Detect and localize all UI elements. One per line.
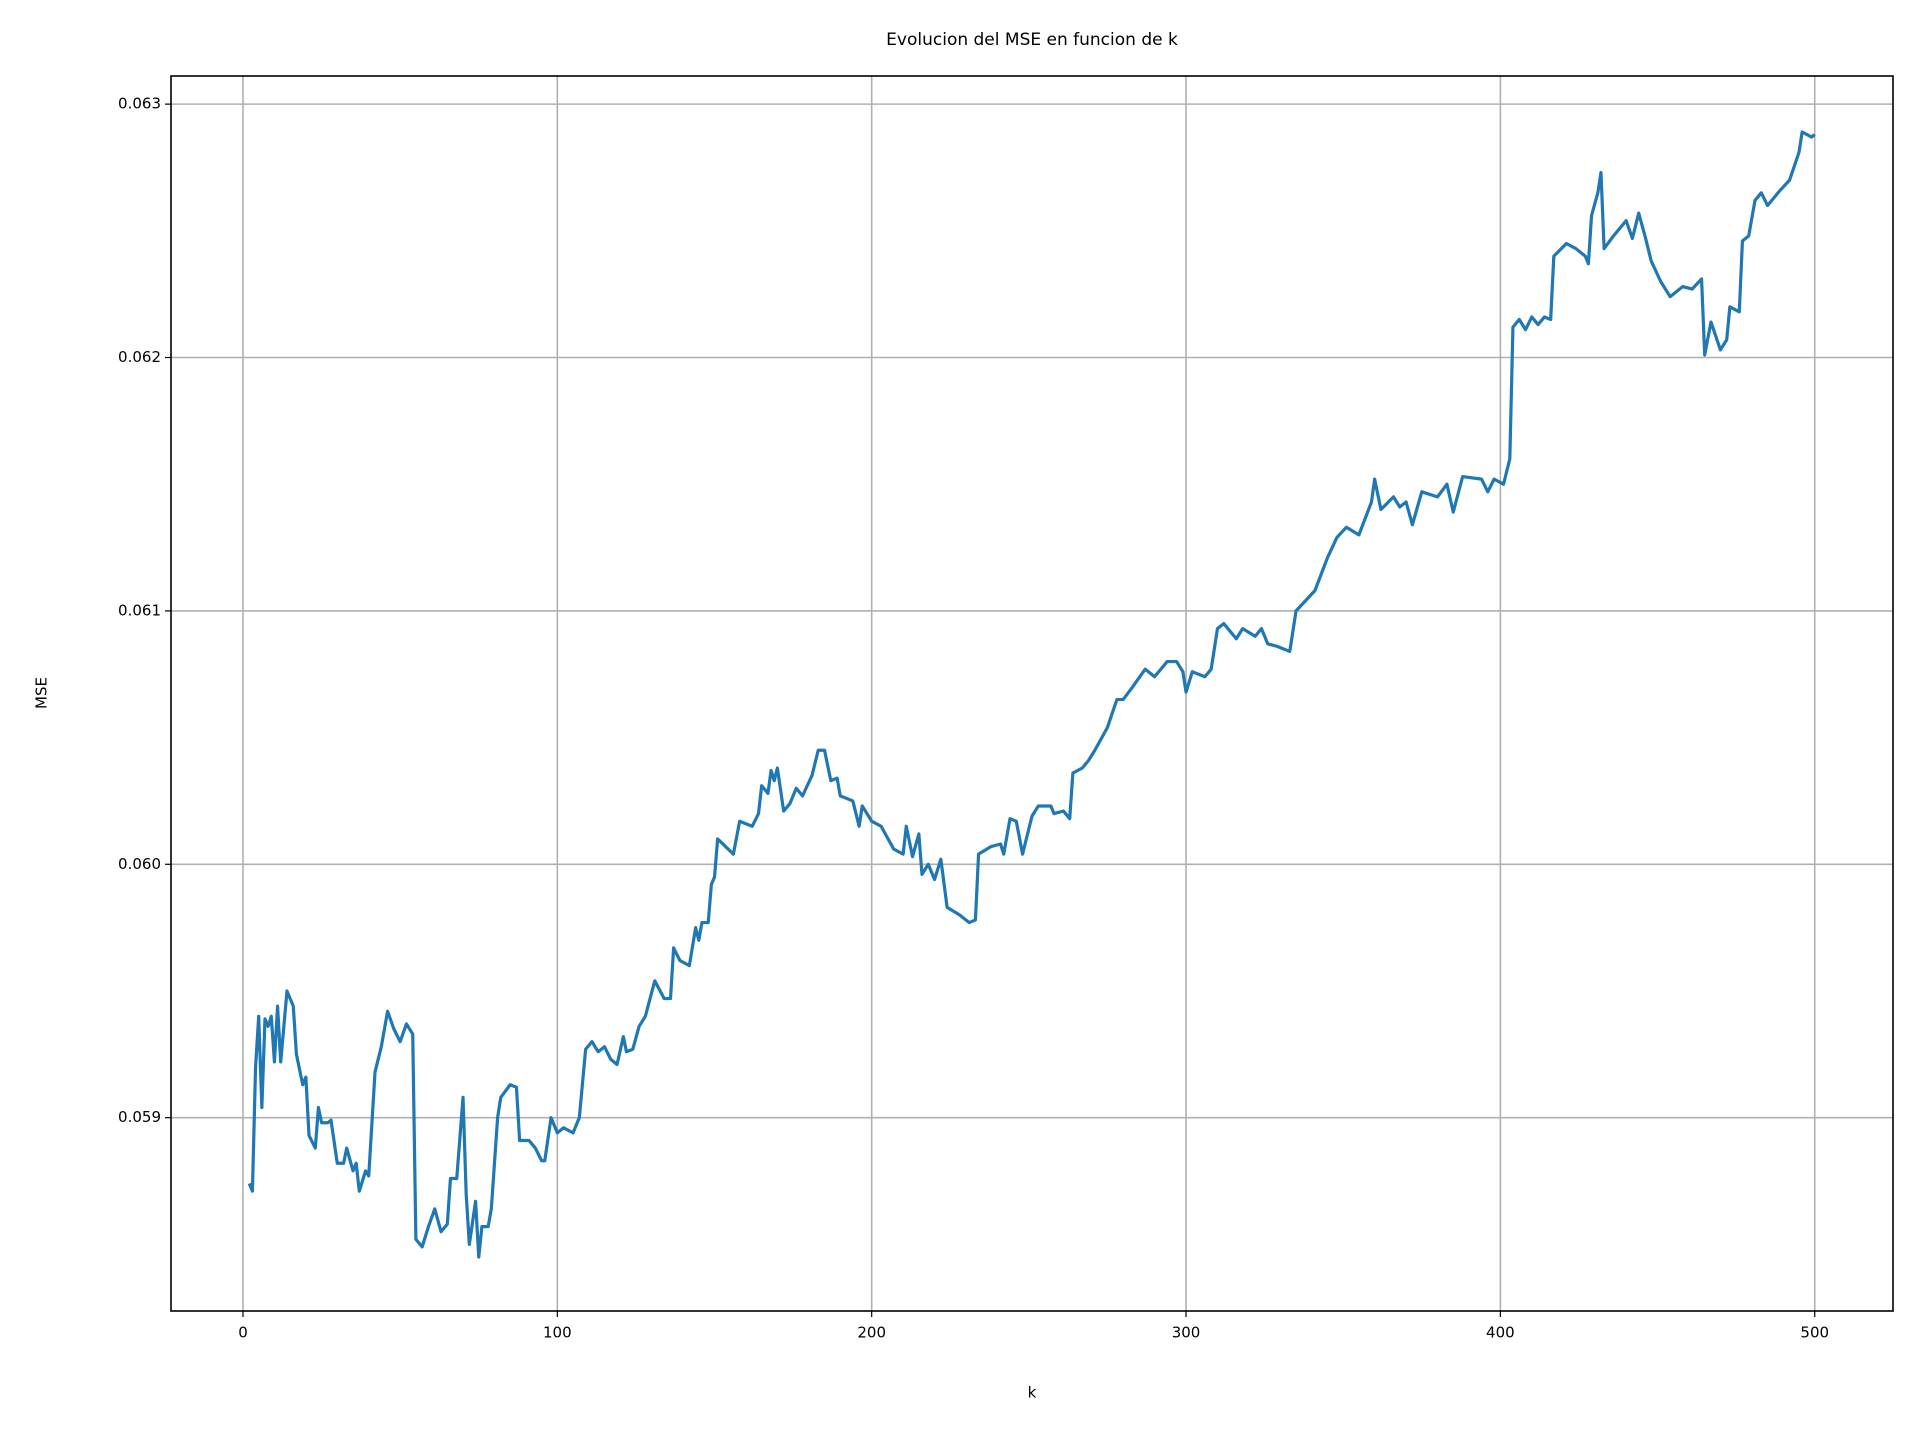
x-tick-label: 400 xyxy=(1486,1324,1515,1342)
x-tick-label: 100 xyxy=(543,1324,572,1342)
chart-title: Evolucion del MSE en funcion de k xyxy=(886,30,1178,50)
y-tick-label: 0.062 xyxy=(118,348,161,366)
data-line xyxy=(247,130,1816,1259)
y-tick-label: 0.063 xyxy=(118,95,161,113)
y-tick-label: 0.059 xyxy=(118,1108,161,1126)
plot-frame xyxy=(170,75,1894,1312)
x-tick-label: 300 xyxy=(1172,1324,1201,1342)
y-axis-label: MSE xyxy=(33,677,51,709)
x-tick-label: 500 xyxy=(1800,1324,1829,1342)
x-tick-label: 200 xyxy=(857,1324,886,1342)
y-tick-label: 0.061 xyxy=(118,601,161,619)
y-tick-label: 0.060 xyxy=(118,855,161,873)
x-tick-label: 0 xyxy=(238,1324,248,1342)
x-axis-label: k xyxy=(1028,1384,1037,1402)
